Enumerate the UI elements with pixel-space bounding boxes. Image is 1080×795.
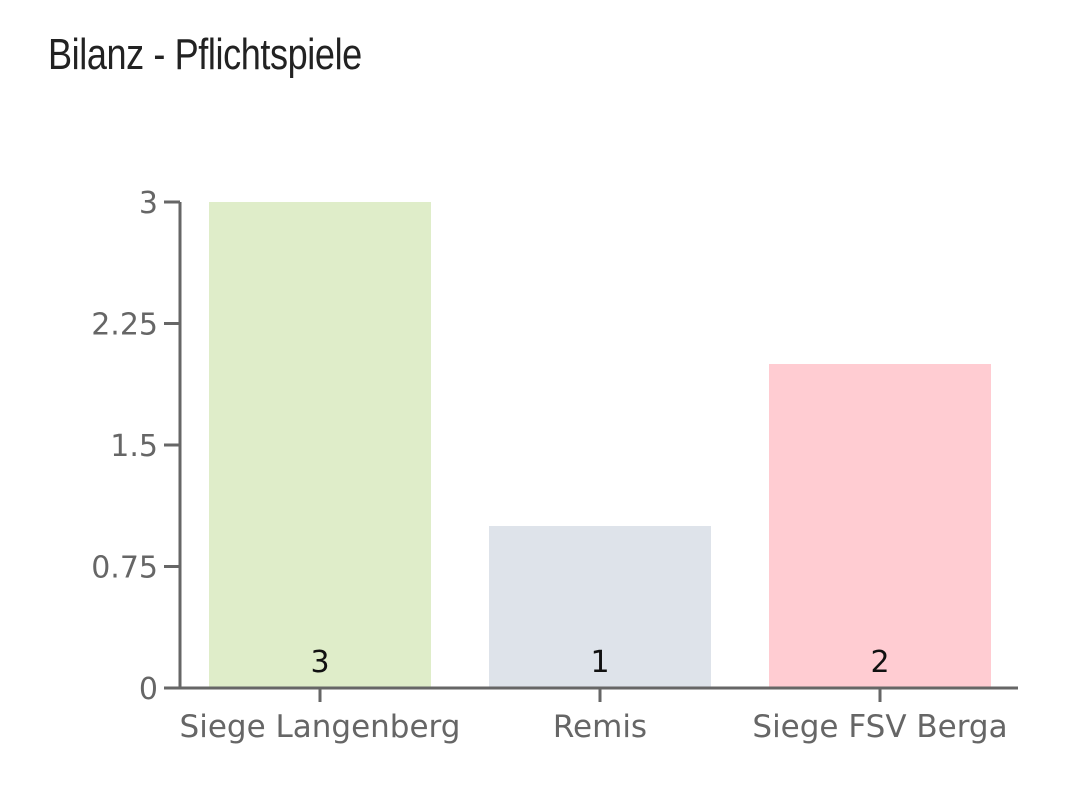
data-label: 2 [870, 645, 889, 680]
x-tick-label: Remis [553, 709, 647, 745]
y-tick-label: 3 [139, 186, 158, 221]
y-axis: 0 0.75 1.5 2.25 3 [91, 186, 182, 707]
data-label: 3 [310, 645, 329, 680]
y-tick-label: 0 [139, 672, 158, 707]
y-tick-label: 2.25 [91, 308, 158, 343]
x-tick-label: Siege Langenberg [180, 709, 461, 745]
bar-siege-langenberg [209, 202, 431, 688]
data-label: 1 [590, 645, 609, 680]
x-axis: Siege Langenberg Remis Siege FSV Berga [164, 686, 1018, 745]
data-labels-group: 3 1 2 [310, 645, 889, 680]
bar-remis [489, 526, 711, 688]
bar-siege-fsv-berga [769, 364, 991, 688]
y-tick-label: 0.75 [91, 551, 158, 586]
bars-group [209, 202, 991, 688]
chart-title: Bilanz - Pflichtspiele [48, 30, 362, 79]
y-tick-label: 1.5 [110, 429, 158, 464]
x-tick-label: Siege FSV Berga [752, 709, 1007, 745]
